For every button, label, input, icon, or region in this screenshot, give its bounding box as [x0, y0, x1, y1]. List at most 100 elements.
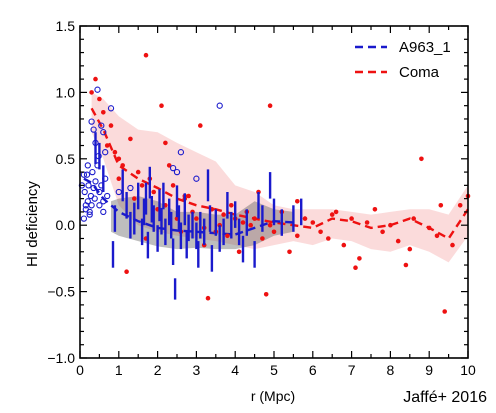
coma-point	[263, 292, 269, 297]
x-tick-label: 9	[425, 362, 433, 378]
y-tick-label: 0.0	[56, 217, 76, 233]
a963-open-point	[115, 188, 122, 196]
coma-point	[329, 212, 335, 217]
a963-open-point	[86, 211, 93, 218]
coma-point	[260, 236, 265, 241]
y-tick-label: −1.0	[47, 350, 75, 366]
annotation-text: Jaffé+ 2016	[403, 389, 487, 406]
a963-open-point	[83, 171, 91, 178]
coma-point	[411, 216, 417, 221]
a963-open-point	[88, 118, 95, 125]
coma-point	[135, 169, 141, 175]
a963-open-point	[88, 202, 95, 209]
coma-point	[395, 238, 401, 244]
a963-open-point	[169, 164, 177, 172]
coma-point	[229, 203, 234, 208]
coma-point	[295, 233, 300, 239]
coma-point	[426, 225, 432, 231]
coma-point	[372, 207, 378, 212]
a963-open-point	[102, 149, 109, 156]
coma-point	[205, 295, 211, 301]
legend-label-coma: Coma	[399, 64, 440, 81]
coma-point	[104, 143, 110, 148]
coma-point	[419, 156, 424, 162]
x-tick-label: 4	[231, 362, 239, 378]
y-axis-label: HI deficiency	[24, 181, 41, 267]
coma-point	[318, 229, 323, 235]
a963-open-point	[193, 175, 200, 182]
coma-point	[120, 163, 125, 168]
x-tick-label: 6	[309, 362, 317, 378]
coma-point	[295, 199, 300, 204]
a963-open-point	[127, 184, 134, 192]
coma-point	[93, 76, 98, 82]
coma-point	[236, 249, 242, 255]
x-tick-label: 3	[193, 362, 201, 378]
a963-open-point	[91, 195, 98, 202]
coma-point	[349, 216, 354, 221]
coma-point	[194, 216, 199, 221]
coma-point	[97, 96, 102, 102]
coma-point	[287, 249, 292, 255]
coma-point	[151, 189, 156, 195]
a963-open-point	[89, 168, 96, 176]
a963-open-point	[107, 105, 115, 112]
data-points	[78, 52, 471, 314]
coma-point	[403, 262, 409, 268]
coma-point	[186, 193, 191, 199]
coma-point	[434, 233, 440, 239]
a963-open-point	[85, 182, 92, 189]
a963-open-point	[216, 102, 223, 109]
a963-open-point	[92, 178, 99, 185]
coma-point	[457, 203, 463, 208]
x-tick-label: 0	[76, 362, 84, 378]
y-tick-label: −0.5	[47, 284, 75, 300]
coma-point	[326, 236, 331, 241]
a963-open-point	[84, 198, 91, 205]
y-tick-label: 1.0	[56, 84, 76, 100]
a963-open-point	[177, 149, 185, 156]
coma-point	[252, 216, 257, 221]
coma-point	[240, 220, 246, 225]
a963-open-point	[82, 206, 89, 213]
coma-point	[333, 209, 339, 215]
a963-open-point	[100, 198, 107, 205]
coma-point	[163, 140, 168, 146]
coma-point	[112, 149, 118, 155]
coma-point	[438, 203, 444, 208]
coma-point	[225, 233, 230, 239]
x-tick-label: 7	[348, 362, 356, 378]
coma-point	[302, 216, 308, 221]
a963-open-point	[90, 126, 97, 133]
x-tick-label: 8	[387, 362, 395, 378]
trend-line-coma	[90, 107, 469, 241]
x-tick-label: 2	[154, 362, 162, 378]
a963-open-point	[94, 86, 101, 93]
coma-point	[267, 222, 273, 228]
coma-point	[248, 222, 253, 228]
axis-ticks	[79, 25, 469, 359]
x-tick-labels: 0 1 2 3 4 5 6 7 8 9 10	[76, 362, 476, 378]
x-axis-label: r (Mpc)	[251, 388, 295, 404]
coma-point	[166, 163, 172, 168]
coma-point	[159, 103, 164, 108]
a963-open-point	[84, 162, 91, 169]
coma-point	[380, 229, 385, 235]
coma-point	[124, 269, 129, 275]
y-tick-label: 1.5	[56, 18, 76, 34]
coma-point	[388, 222, 393, 228]
coma-point	[143, 52, 149, 58]
a963-open-point	[173, 168, 181, 176]
coma-point	[101, 110, 106, 115]
legend-label-a963-1: A963_1	[399, 39, 451, 56]
a963-open-point	[90, 184, 97, 192]
coma-point	[170, 183, 176, 188]
coma-point	[267, 103, 273, 108]
coma-point	[341, 242, 347, 248]
coma-point	[221, 212, 226, 217]
x-tick-label: 5	[270, 362, 278, 378]
coma-point	[139, 183, 145, 188]
a963-open-point	[96, 202, 103, 209]
coma-point	[116, 156, 122, 162]
